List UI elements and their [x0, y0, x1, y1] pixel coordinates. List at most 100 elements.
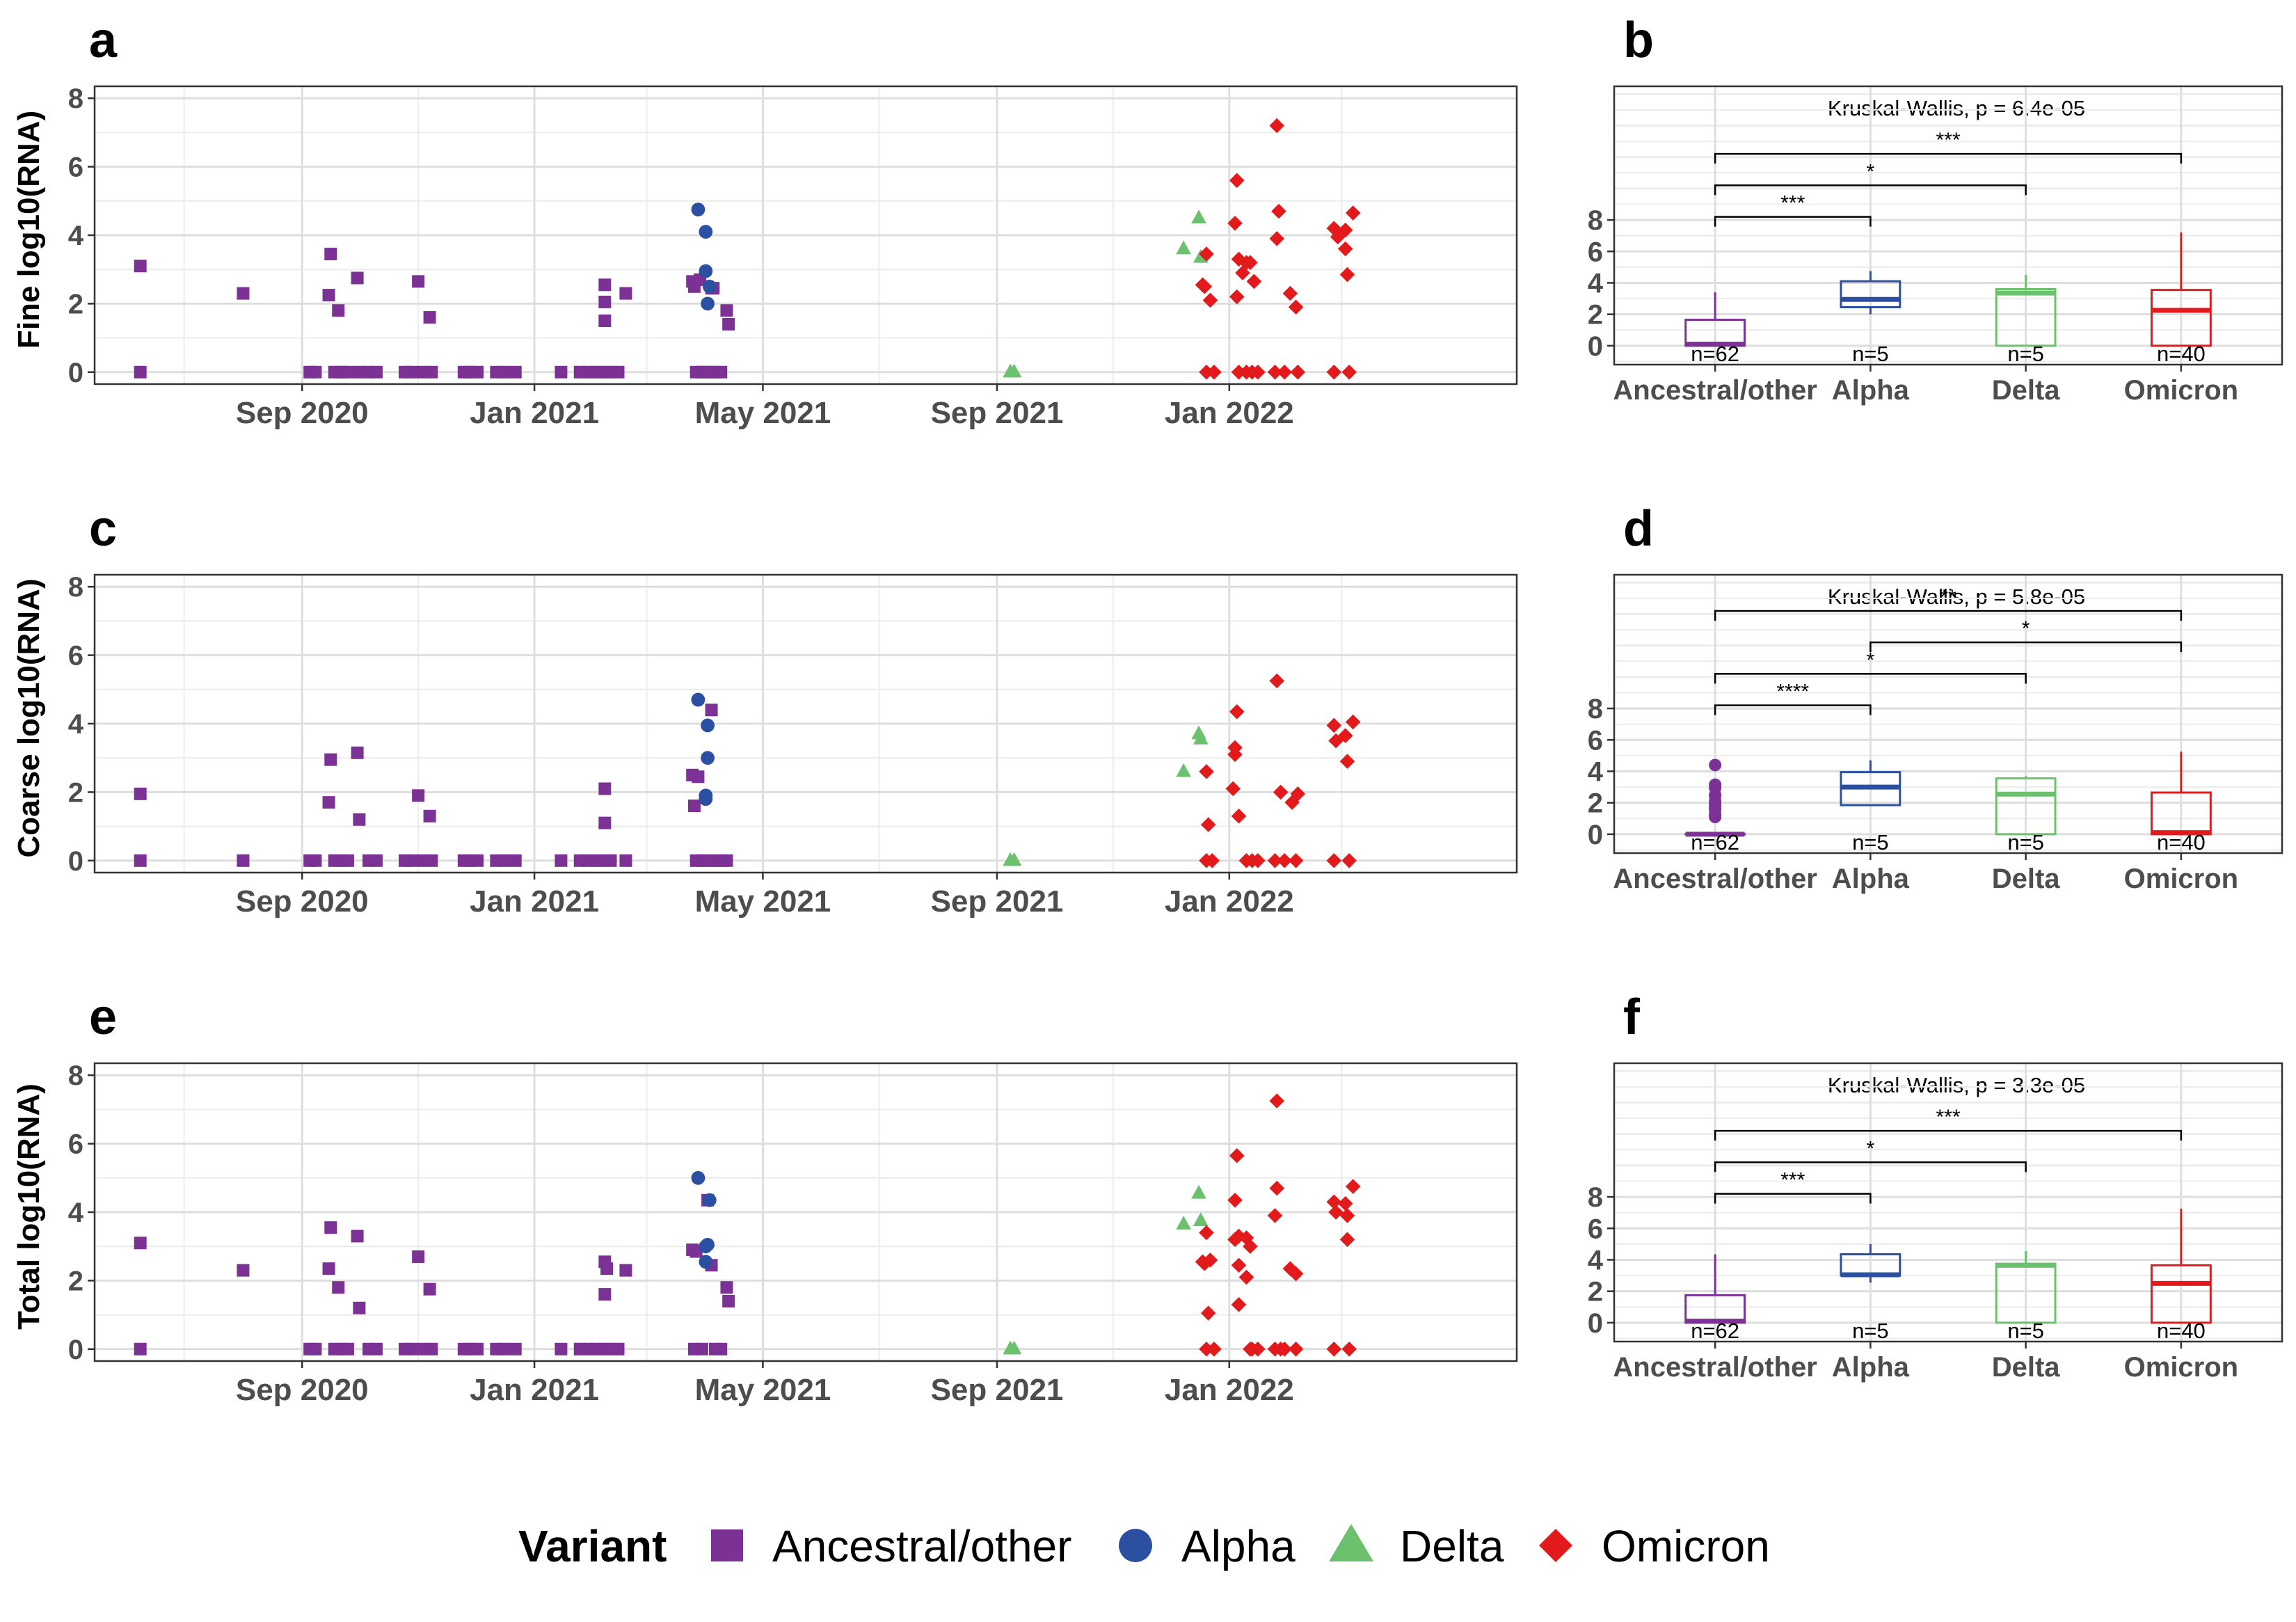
data-point-square	[412, 789, 425, 802]
data-point-diamond	[1337, 728, 1353, 744]
data-point-diamond	[1326, 1341, 1342, 1357]
data-point-diamond	[1227, 1192, 1243, 1208]
data-point-square	[425, 1342, 438, 1355]
data-point-diamond	[1200, 1305, 1216, 1321]
data-point-circle	[691, 692, 705, 707]
data-point-square	[722, 1294, 735, 1307]
data-point-diamond	[1282, 285, 1298, 301]
data-point-square	[369, 365, 383, 379]
data-point-diamond	[1277, 1341, 1292, 1357]
x-tick-label: Delta	[1992, 864, 2061, 894]
legend-label-alpha: Alpha	[1181, 1521, 1296, 1571]
data-point-diamond	[1326, 852, 1342, 868]
x-tick-label: Jan 2021	[470, 1373, 599, 1407]
significance-label: *	[1867, 160, 1875, 183]
data-point-square	[134, 1237, 147, 1250]
data-point-square	[497, 854, 511, 867]
data-point-square	[423, 1282, 436, 1296]
significance-label: ***	[1780, 1169, 1805, 1192]
x-tick-label: Sep 2020	[236, 1373, 369, 1407]
legend-diamond-icon	[1539, 1529, 1572, 1562]
y-tick-label: 2	[1588, 300, 1603, 331]
data-point-circle	[701, 296, 715, 311]
y-tick-label: 0	[1588, 820, 1603, 850]
plot-frame	[1613, 1062, 2283, 1343]
x-tick-label: Delta	[1992, 375, 2061, 406]
data-point-diamond	[1273, 784, 1289, 800]
y-tick-label: 6	[68, 1129, 83, 1160]
data-point-triangle	[1176, 1216, 1191, 1230]
data-point-diamond	[1326, 717, 1342, 733]
data-point-square	[322, 289, 335, 302]
data-point-diamond	[1339, 1208, 1355, 1223]
scatter-plot-area: 0 2 4 6 8 Sep 2020 Jan 2021 May 2021 Sep 2021 Jan…	[68, 572, 1518, 919]
data-point-square	[598, 782, 612, 795]
data-point-diamond	[1328, 1204, 1344, 1220]
panel-letter-b: b	[1623, 13, 1654, 68]
data-point-triangle	[1193, 730, 1209, 745]
n-label: n=5	[2007, 1319, 2044, 1343]
data-point-diamond	[1204, 852, 1220, 868]
significance-label: *	[1867, 1137, 1875, 1160]
data-point-square	[324, 753, 337, 766]
data-point-square	[509, 854, 522, 867]
panel-letter-e: e	[89, 989, 117, 1045]
n-label: n=40	[2157, 1319, 2206, 1343]
data-point-triangle	[1006, 852, 1022, 866]
significance-bracket	[1714, 1193, 1872, 1204]
n-label: n=40	[2157, 830, 2206, 854]
data-point-square	[722, 317, 735, 331]
data-point-diamond	[1231, 1257, 1247, 1273]
x-tick-label: Jan 2021	[470, 396, 599, 430]
data-point-square	[692, 770, 705, 784]
data-point-square	[509, 365, 522, 379]
data-point-square	[237, 287, 250, 300]
data-point-diamond	[1269, 1180, 1285, 1196]
x-tick-label: Sep 2021	[931, 396, 1064, 430]
kruskal-wallis-label: Kruskal-Wallis, p = 3.3e-05	[1828, 1073, 2085, 1097]
x-tick-label: Omicron	[2124, 375, 2238, 406]
data-point-triangle	[1006, 1340, 1022, 1355]
data-point-square	[425, 854, 438, 867]
data-point-diamond	[1206, 364, 1222, 380]
data-point-diamond	[1231, 1297, 1247, 1312]
x-tick-label: May 2021	[695, 1373, 831, 1407]
data-point-triangle	[1191, 1184, 1206, 1199]
significance-bracket	[1714, 216, 1872, 227]
scatter-plot-area: 0 2 4 6 8 Sep 2020 Jan 2021 May 2021 Sep 2021 Jan…	[68, 84, 1518, 430]
data-point-square	[415, 365, 429, 379]
data-point-diamond	[1250, 364, 1266, 380]
significance-bracket	[1714, 673, 2027, 684]
data-point-square	[715, 365, 728, 379]
data-point-triangle	[1193, 1212, 1209, 1226]
data-point-circle	[702, 1193, 717, 1207]
data-point-diamond	[1229, 289, 1245, 305]
x-tick-label: Delta	[1992, 1352, 2061, 1383]
data-point-diamond	[1277, 852, 1292, 868]
data-point-square	[341, 854, 354, 867]
y-tick-label: 4	[68, 1198, 84, 1228]
data-point-diamond	[1231, 364, 1247, 380]
data-point-square	[497, 1342, 511, 1355]
significance-bracket	[1714, 1161, 2027, 1172]
x-tick-label: Omicron	[2124, 1352, 2238, 1383]
x-tick-label: Ancestral/other	[1613, 375, 1817, 406]
significance-label: ****	[1776, 681, 1809, 703]
data-point-square	[598, 314, 612, 327]
data-point-square	[412, 1250, 425, 1263]
data-point-diamond	[1290, 786, 1306, 802]
data-point-square	[309, 1342, 322, 1355]
x-tick-label: May 2021	[695, 884, 831, 919]
data-point-square	[598, 1288, 612, 1301]
panel-letter-d: d	[1623, 501, 1654, 557]
y-tick-label: 8	[1588, 205, 1603, 236]
x-tick-label: Jan 2021	[470, 884, 599, 919]
y-tick-label: 2	[68, 1266, 83, 1296]
significance-bracket	[1870, 641, 2183, 653]
data-point-diamond	[1199, 1225, 1214, 1241]
data-point-diamond	[1197, 278, 1213, 294]
data-point-square	[404, 365, 417, 379]
